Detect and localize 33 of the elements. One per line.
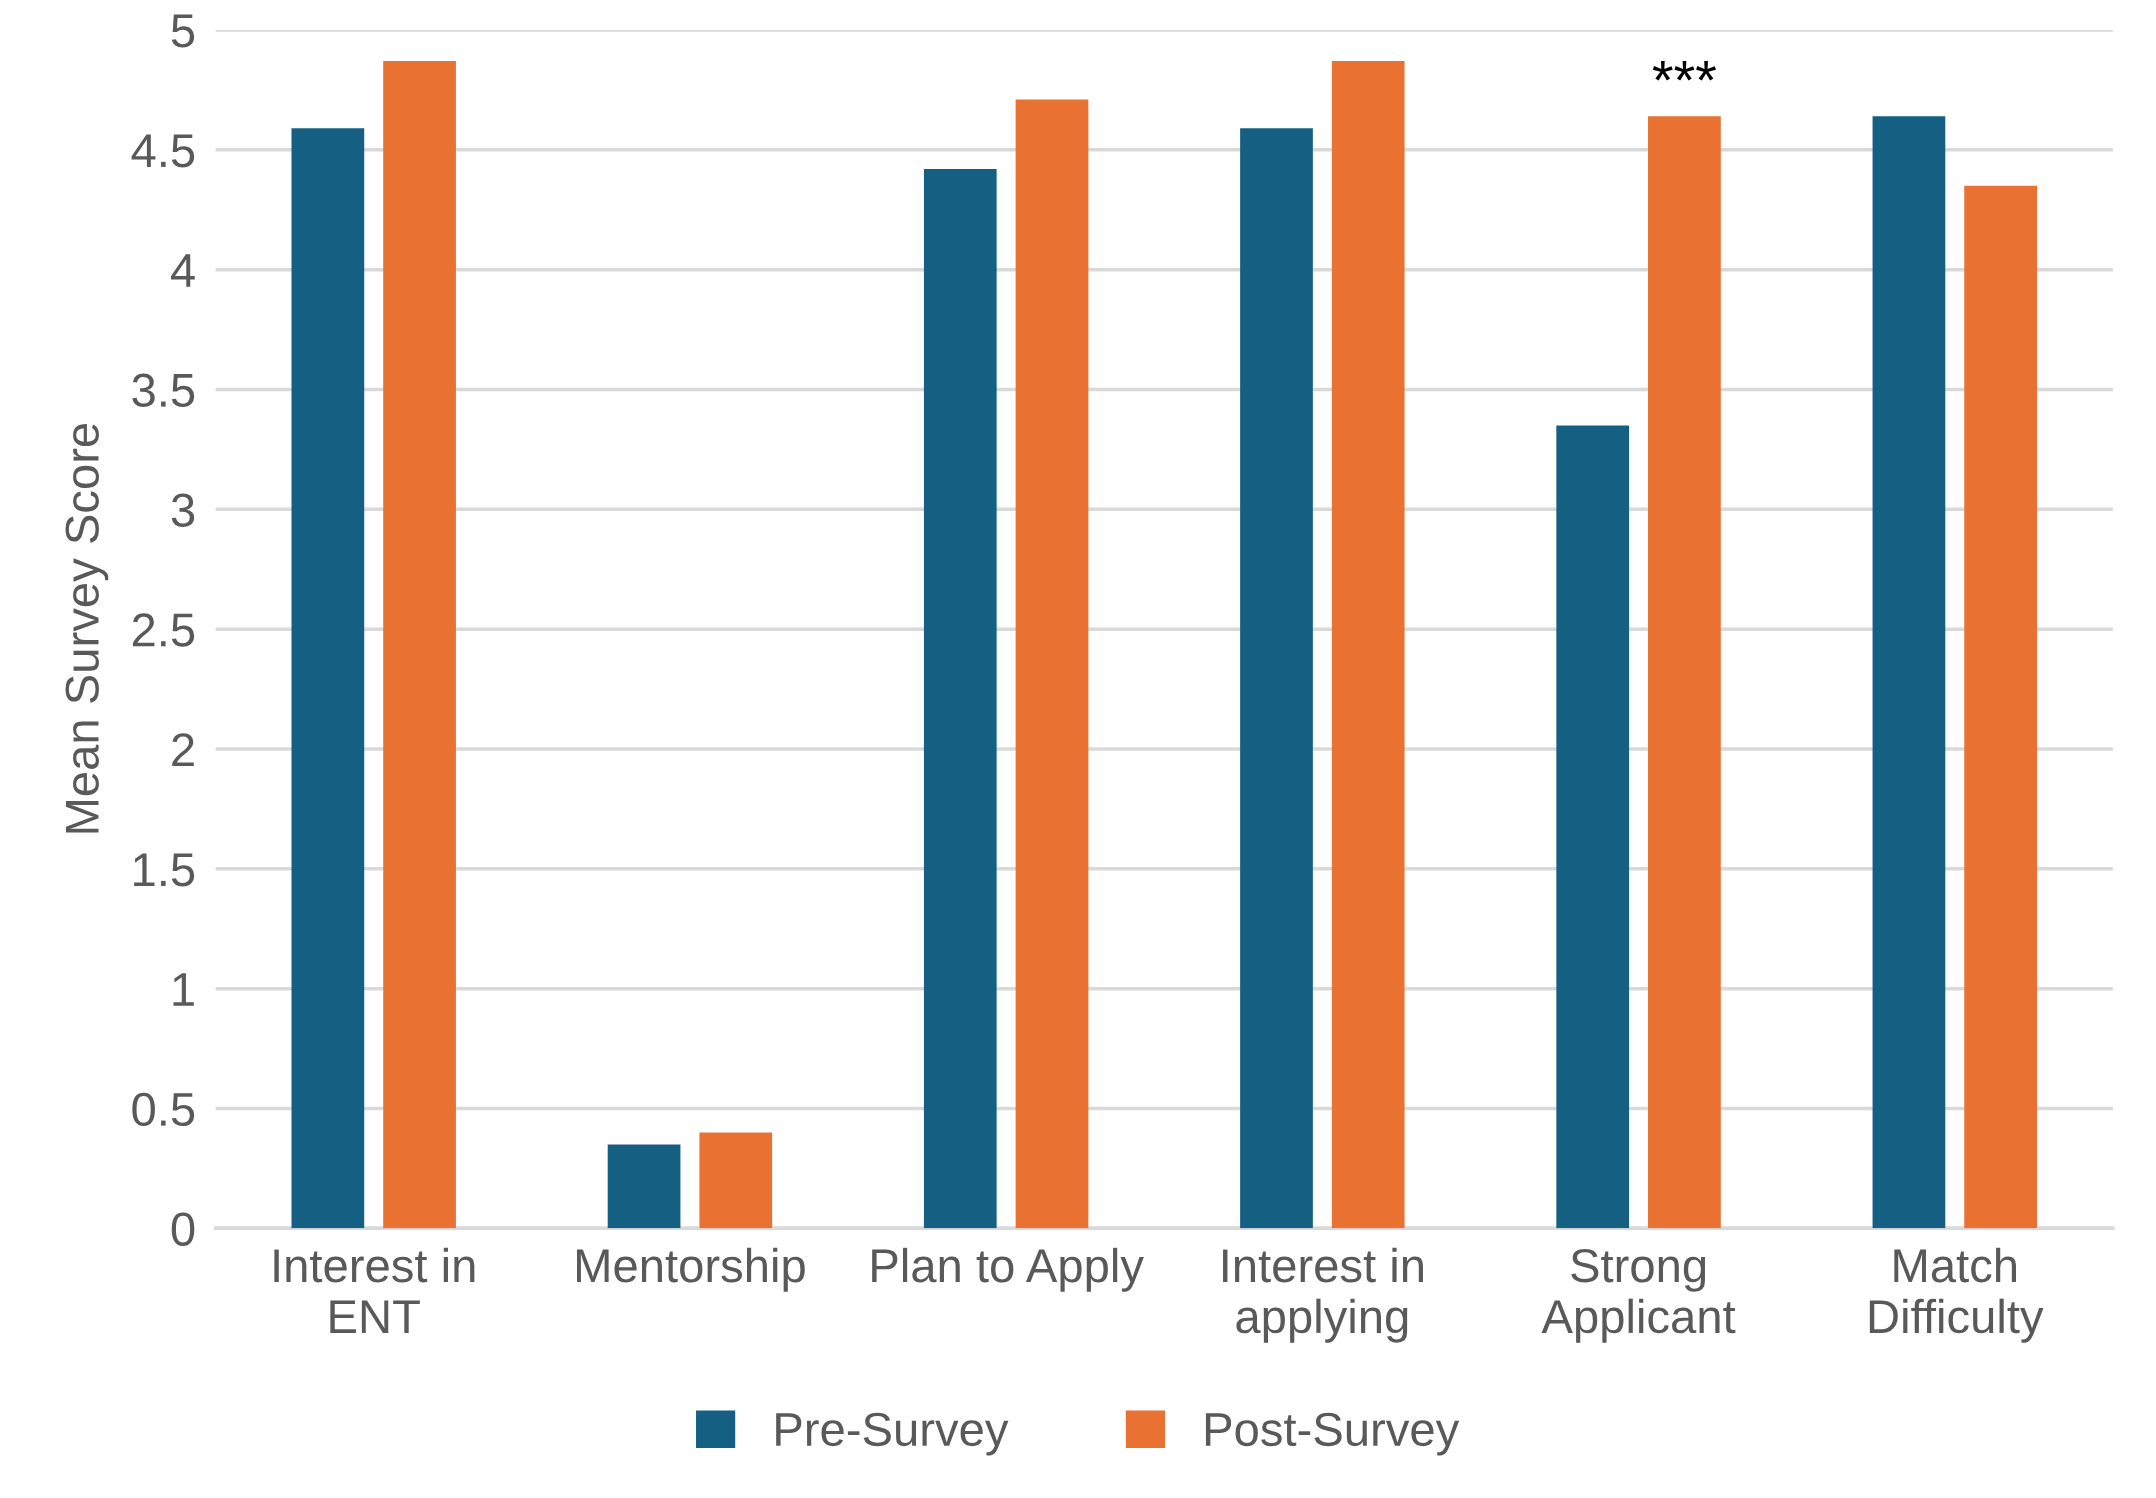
bar [607,1144,681,1229]
y-tick-label: 3.5 [132,373,195,408]
y-tick-label: 2 [172,733,194,767]
y-tick-label: 5 [171,14,195,48]
y-tick-label: 1 [173,973,194,1006]
bar [383,61,456,1229]
x-tick-label: Plan to Apply [872,1247,1144,1292]
legend-label: Pre-Survey [776,1412,1009,1456]
x-tick-label: Strong Applicant [1541,1249,1736,1343]
x-tick-label: Interest in applying [1223,1247,1423,1343]
bar [1964,185,2037,1229]
x-tick-label: Match Difficulty [1869,1247,2044,1343]
bar [1331,61,1405,1229]
legend-label: Post-Survey [1205,1412,1460,1456]
bar [923,168,997,1229]
x-tick-label: Mentorship [577,1247,805,1292]
y-tick-label: 2.5 [132,613,195,647]
bar [1015,99,1089,1229]
y-axis-title: Mean Survey Score [65,423,109,833]
y-tick-label: 1.5 [134,853,195,887]
y-tick-label: 3 [171,493,195,527]
x-tick-label: Interest in ENT [274,1247,475,1333]
y-tick-label: 4 [170,254,195,287]
y-tick-label: 0.5 [132,1092,195,1127]
bar [291,128,365,1229]
annotation: *** [1652,60,1716,81]
bar [1648,116,1721,1229]
bar [1556,425,1630,1229]
y-tick-label: 4.5 [131,134,195,168]
bar [1872,116,1946,1229]
bar [1240,128,1313,1229]
y-tick-label: 0 [171,1212,195,1246]
bar [699,1132,773,1229]
